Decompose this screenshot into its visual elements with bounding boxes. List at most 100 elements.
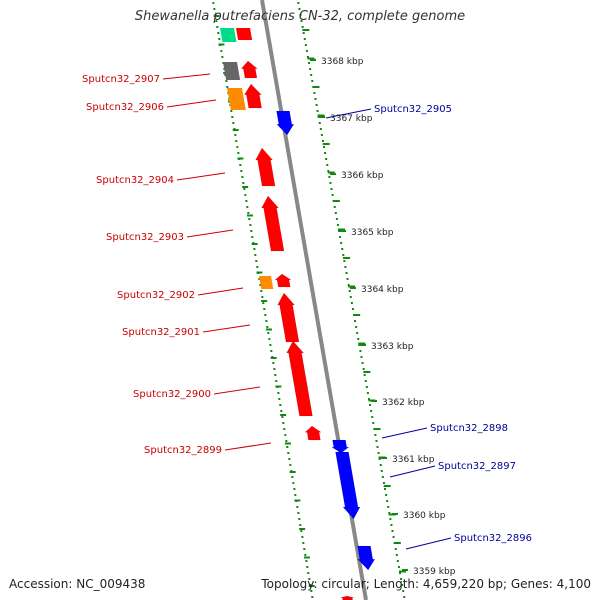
forward-gene-label[interactable]: Sputcn32_2900	[133, 389, 211, 400]
gene-label-leader	[381, 427, 428, 439]
ring-dot	[246, 206, 249, 208]
label-layer: Sputcn32_2907 Sputcn32_2906 Sputcn32_2904 S…	[82, 73, 532, 550]
reverse-gene-arrow	[357, 545, 376, 571]
tick-label: 3365 kbp	[351, 228, 394, 238]
forward-gene-arrow	[274, 273, 292, 288]
ring-dot	[336, 224, 339, 226]
ring-dot	[362, 368, 365, 370]
gene-label-leader	[166, 99, 217, 108]
tick-label: 3366 kbp	[341, 171, 384, 181]
reverse-gene-label[interactable]: Sputcn32_2898	[430, 423, 508, 434]
forward-gene-arrow	[261, 195, 285, 252]
ring-dot	[285, 440, 288, 442]
ring-dot	[377, 452, 380, 454]
ring-dot	[212, 2, 215, 4]
ring-dot	[294, 494, 297, 496]
forward-gene-arrow	[286, 340, 313, 417]
ring-dot	[311, 80, 314, 82]
ring-dot	[289, 464, 292, 466]
ring-dot	[346, 278, 349, 280]
ring-dot	[309, 68, 312, 70]
ring-dot	[331, 194, 334, 196]
tick-label: 3367 kbp	[330, 114, 373, 124]
ring-dot	[306, 566, 309, 568]
tick-layer: 3368 kbp 3367 kbp 3366 kbp 3365 kbp 3364 kbp…	[212, 2, 456, 598]
ring-dot	[249, 224, 252, 226]
ring-dot	[292, 482, 295, 484]
ring-dot	[310, 74, 313, 76]
ring-dot	[348, 290, 351, 292]
reverse-gene-label[interactable]: Sputcn32_2905	[374, 104, 452, 115]
ring-dot	[217, 32, 220, 34]
ring-dot	[321, 140, 324, 142]
ring-dot	[300, 20, 303, 22]
forward-gene-label[interactable]: Sputcn32_2904	[96, 175, 174, 186]
ring-dot	[255, 260, 258, 262]
ring-dot	[273, 368, 276, 370]
ring-dot	[225, 80, 228, 82]
ring-dot	[299, 524, 302, 526]
forward-gene-label[interactable]: Sputcn32_2901	[122, 327, 200, 338]
ring-dot	[325, 158, 328, 160]
ring-dot	[279, 404, 282, 406]
forward-gene-label[interactable]: Sputcn32_2899	[144, 445, 222, 456]
ring-dot	[226, 86, 229, 88]
ring-dot	[303, 38, 306, 40]
forward-gene-arrow	[240, 60, 259, 79]
forward-gene-arrow	[255, 147, 276, 187]
gene-label-leader	[213, 386, 261, 395]
ring-dot	[297, 2, 300, 4]
forward-gene-label[interactable]: Sputcn32_2902	[117, 290, 195, 301]
ring-dot	[302, 32, 305, 34]
gene-gray	[223, 62, 241, 80]
ring-dot	[379, 464, 382, 466]
ring-dot	[216, 26, 219, 28]
ring-dot	[385, 494, 388, 496]
forward-gene-arrow	[340, 595, 355, 600]
ring-dot	[308, 62, 311, 64]
ring-dot	[342, 254, 345, 256]
partial-gene-green	[220, 28, 237, 42]
ring-dot	[283, 428, 286, 430]
reverse-gene-label[interactable]: Sputcn32_2897	[438, 461, 516, 472]
ring-dot	[350, 302, 353, 304]
ring-dot	[355, 326, 358, 328]
ring-dot	[230, 110, 233, 112]
ring-dot	[243, 188, 246, 190]
ring-dot	[343, 260, 346, 262]
ring-dot	[356, 332, 359, 334]
ring-dot	[248, 218, 251, 220]
ring-dot	[298, 8, 301, 10]
ring-dot	[247, 212, 250, 214]
ring-dot	[266, 326, 269, 328]
forward-gene-label[interactable]: Sputcn32_2906	[86, 102, 164, 113]
ring-dot	[259, 284, 262, 286]
ring-dot	[399, 572, 402, 574]
ring-dot	[335, 218, 338, 220]
ring-dot	[221, 56, 224, 58]
ring-dot	[341, 248, 344, 250]
gene-label-leader	[405, 537, 452, 550]
ring-dot	[330, 188, 333, 190]
ring-dot	[241, 176, 244, 178]
ring-dot	[281, 416, 284, 418]
ring-dot	[296, 506, 299, 508]
ring-dot	[388, 512, 391, 514]
gene-orange-small	[259, 276, 274, 289]
ring-dot	[265, 320, 268, 322]
reverse-gene-label[interactable]: Sputcn32_2896	[454, 533, 532, 544]
ring-dot	[334, 212, 337, 214]
ring-dot	[378, 458, 381, 460]
ring-dot	[319, 128, 322, 130]
forward-gene-label[interactable]: Sputcn32_2903	[106, 232, 184, 243]
forward-gene-label[interactable]: Sputcn32_2907	[82, 74, 160, 85]
ring-dot	[313, 92, 316, 94]
ring-dot	[327, 170, 330, 172]
genome-summary-text: Topology: circular; Length: 4,659,220 bp…	[261, 577, 591, 591]
ring-dot	[231, 116, 234, 118]
ring-dot	[358, 344, 361, 346]
gene-label-leader	[162, 73, 211, 80]
ring-dot	[280, 410, 283, 412]
ring-dot	[340, 242, 343, 244]
tick-label: 3362 kbp	[382, 398, 425, 408]
